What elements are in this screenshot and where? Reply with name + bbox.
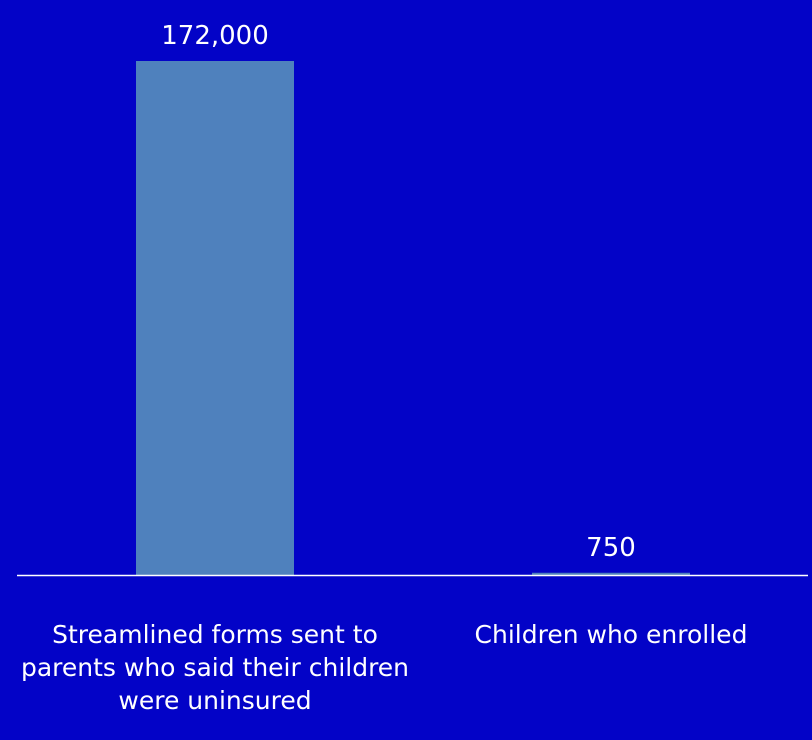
data-label-1: 750 bbox=[586, 533, 636, 563]
category-label-forms-sent: Streamlined forms sent to parents who sa… bbox=[20, 620, 410, 715]
category-label-children-enrolled: Children who enrolled bbox=[474, 620, 748, 649]
bar-1 bbox=[532, 572, 690, 575]
bar-0 bbox=[136, 61, 294, 575]
data-label-0: 172,000 bbox=[161, 21, 269, 51]
